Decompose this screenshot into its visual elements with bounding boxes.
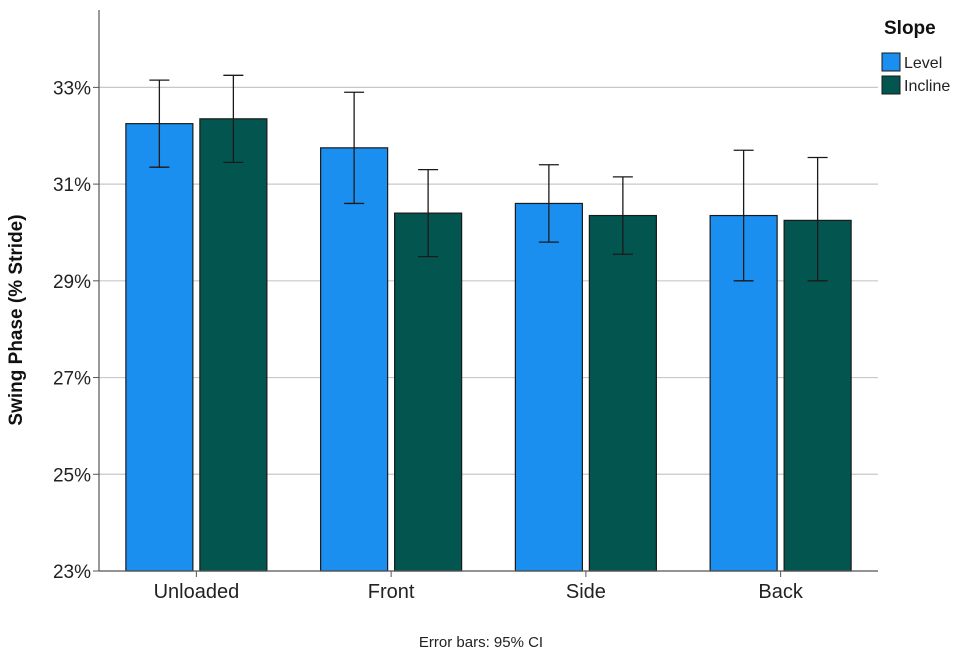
x-tick-label: Unloaded (154, 581, 240, 603)
bar-incline-unloaded (199, 118, 268, 572)
bar-level-unloaded (125, 123, 194, 572)
legend-swatch-incline (881, 75, 901, 95)
legend-swatch-level (881, 52, 901, 72)
error-bars-footnote: Error bars: 95% CI (419, 634, 543, 651)
error-bar (344, 91, 365, 205)
error-bar (612, 176, 633, 255)
x-tick-label: Side (566, 581, 606, 603)
bar-incline-side (588, 214, 657, 572)
legend-title: Slope (884, 18, 936, 39)
error-bar (149, 79, 170, 168)
y-tick-label: 33% (53, 78, 91, 99)
bar-incline-front (394, 212, 463, 572)
error-bar (733, 149, 754, 282)
y-tick-label: 25% (53, 465, 91, 486)
bars (125, 118, 852, 572)
error-bar (807, 156, 828, 282)
error-bar (418, 168, 439, 258)
legend: Slope Level Incline (881, 18, 950, 95)
bar-level-front (320, 147, 389, 572)
y-tick-label: 23% (53, 562, 91, 583)
legend-label-level: Level (904, 55, 942, 72)
x-axis: Unloaded Front Side Back (99, 570, 878, 603)
x-tick-label: Back (758, 581, 803, 603)
y-axis-title: Swing Phase (% Stride) (6, 214, 27, 425)
error-bar (538, 164, 559, 243)
y-axis: 23% 25% 27% 29% 31% 33% (53, 10, 100, 583)
legend-label-incline: Incline (904, 78, 950, 95)
y-tick-label: 27% (53, 369, 91, 390)
error-bar (223, 74, 244, 163)
x-tick-label: Front (368, 581, 415, 603)
bar-level-side (514, 202, 583, 572)
error-bars (149, 74, 828, 282)
y-tick-label: 29% (53, 272, 91, 293)
y-tick-label: 31% (53, 175, 91, 196)
